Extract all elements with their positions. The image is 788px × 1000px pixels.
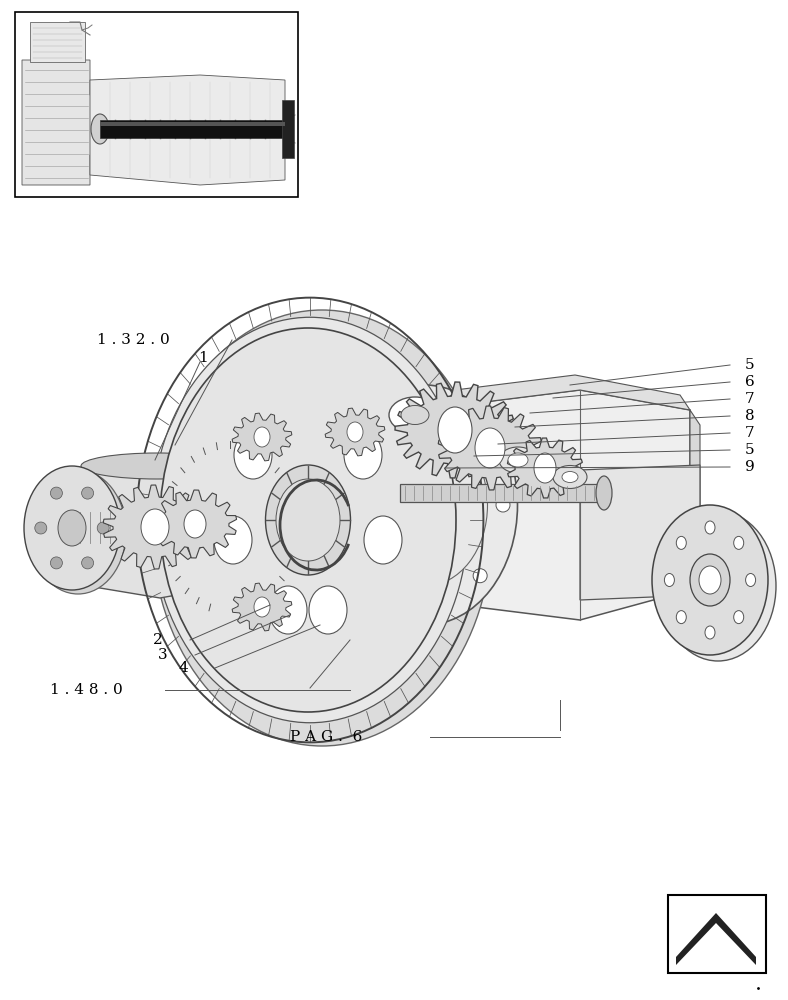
Ellipse shape <box>309 586 347 634</box>
Circle shape <box>50 557 62 569</box>
Polygon shape <box>232 583 292 631</box>
Polygon shape <box>90 75 285 185</box>
Ellipse shape <box>234 431 272 479</box>
Text: 7: 7 <box>745 426 755 440</box>
Ellipse shape <box>184 510 206 538</box>
Circle shape <box>473 569 487 583</box>
Circle shape <box>50 487 62 499</box>
Circle shape <box>82 487 94 499</box>
Text: 5: 5 <box>745 443 755 457</box>
Ellipse shape <box>160 328 456 712</box>
Ellipse shape <box>705 626 715 639</box>
Ellipse shape <box>141 509 169 545</box>
Ellipse shape <box>81 453 233 479</box>
Ellipse shape <box>364 516 402 564</box>
Ellipse shape <box>24 466 120 590</box>
Text: 1 . 3 2 . 0: 1 . 3 2 . 0 <box>97 333 170 347</box>
Polygon shape <box>415 375 690 410</box>
Text: P A G .  6: P A G . 6 <box>290 730 362 744</box>
Ellipse shape <box>389 397 441 433</box>
Text: 9: 9 <box>745 460 755 474</box>
Ellipse shape <box>676 611 686 624</box>
Ellipse shape <box>705 521 715 534</box>
Ellipse shape <box>401 406 429 424</box>
Ellipse shape <box>438 407 472 453</box>
Circle shape <box>418 398 432 412</box>
Polygon shape <box>395 382 515 478</box>
Polygon shape <box>232 413 292 461</box>
Polygon shape <box>438 406 541 490</box>
Bar <box>30 22 85 62</box>
Text: 1: 1 <box>198 351 208 365</box>
Polygon shape <box>676 913 756 965</box>
Ellipse shape <box>254 427 270 447</box>
Text: 8: 8 <box>745 409 755 423</box>
Circle shape <box>97 522 110 534</box>
Circle shape <box>418 598 432 612</box>
Circle shape <box>35 522 46 534</box>
Ellipse shape <box>660 511 776 661</box>
Ellipse shape <box>266 465 351 575</box>
FancyBboxPatch shape <box>400 484 605 502</box>
Bar <box>282 100 294 158</box>
Circle shape <box>82 557 94 569</box>
Ellipse shape <box>699 566 721 594</box>
Ellipse shape <box>734 536 744 549</box>
Ellipse shape <box>269 586 307 634</box>
Bar <box>668 895 766 973</box>
Polygon shape <box>325 408 385 456</box>
Bar <box>100 122 285 126</box>
Polygon shape <box>580 465 700 600</box>
Ellipse shape <box>347 422 363 442</box>
Bar <box>15 12 298 197</box>
Ellipse shape <box>596 476 612 510</box>
Polygon shape <box>82 460 232 598</box>
Polygon shape <box>154 490 236 558</box>
Ellipse shape <box>562 472 578 483</box>
Ellipse shape <box>276 479 340 561</box>
Ellipse shape <box>475 428 505 468</box>
Ellipse shape <box>254 597 270 617</box>
Ellipse shape <box>690 554 730 606</box>
Polygon shape <box>103 485 206 569</box>
Text: 5: 5 <box>745 358 755 372</box>
Ellipse shape <box>664 574 675 586</box>
Ellipse shape <box>534 453 556 483</box>
Text: 7: 7 <box>745 392 755 406</box>
Circle shape <box>362 427 377 441</box>
Text: 1 . 4 8 . 0: 1 . 4 8 . 0 <box>50 683 123 697</box>
Ellipse shape <box>734 611 744 624</box>
Ellipse shape <box>344 431 382 479</box>
Circle shape <box>496 498 510 512</box>
Polygon shape <box>690 410 700 590</box>
Ellipse shape <box>214 516 252 564</box>
Ellipse shape <box>362 424 488 586</box>
Circle shape <box>340 498 354 512</box>
Ellipse shape <box>745 574 756 586</box>
Ellipse shape <box>652 505 768 655</box>
Text: 6: 6 <box>745 375 755 389</box>
Circle shape <box>362 569 377 583</box>
Ellipse shape <box>91 114 109 144</box>
Ellipse shape <box>333 385 518 625</box>
Ellipse shape <box>553 466 587 488</box>
Ellipse shape <box>58 510 86 546</box>
Ellipse shape <box>508 453 528 467</box>
Polygon shape <box>420 390 690 620</box>
Bar <box>100 120 285 138</box>
Ellipse shape <box>152 317 468 723</box>
Polygon shape <box>60 510 222 545</box>
Text: 4: 4 <box>178 661 188 675</box>
Text: 3: 3 <box>158 648 168 662</box>
Ellipse shape <box>152 310 492 746</box>
Ellipse shape <box>676 536 686 549</box>
Ellipse shape <box>499 447 537 473</box>
Ellipse shape <box>30 470 126 594</box>
Text: 2: 2 <box>153 633 163 647</box>
Polygon shape <box>22 60 105 185</box>
Circle shape <box>473 427 487 441</box>
Polygon shape <box>507 438 582 498</box>
